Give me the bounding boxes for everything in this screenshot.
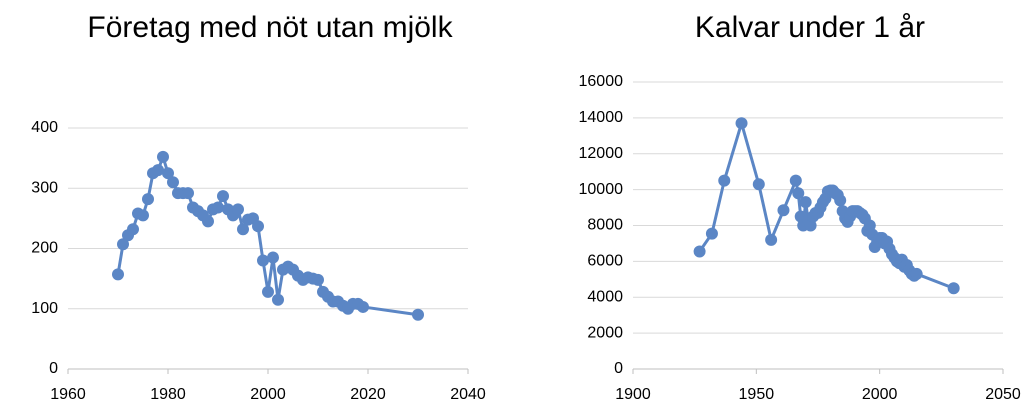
data-point [237, 223, 249, 236]
data-point [167, 176, 179, 189]
data-point [834, 194, 847, 207]
x-tick-label: 2020 [350, 386, 386, 403]
data-point [112, 268, 124, 281]
data-point [217, 190, 229, 203]
data-point [765, 233, 778, 246]
x-tick-label: 2040 [450, 386, 486, 403]
data-point [718, 174, 731, 187]
data-point [152, 164, 164, 177]
data-point [272, 293, 284, 306]
y-tick-label: 10000 [579, 181, 624, 198]
data-point [412, 308, 424, 321]
data-point [735, 117, 748, 130]
y-tick-label: 16000 [579, 73, 624, 90]
y-tick-label: 2000 [587, 324, 623, 341]
data-point [202, 215, 214, 228]
data-point [792, 187, 805, 200]
x-tick-label: 2000 [250, 386, 286, 403]
data-point [267, 251, 279, 264]
data-point [212, 201, 224, 214]
y-tick-label: 12000 [579, 145, 624, 162]
data-point [257, 254, 269, 267]
data-point [312, 273, 324, 286]
y-tick-label: 8000 [587, 217, 623, 234]
chart-title: Företag med nöt utan mjölk [87, 11, 453, 44]
data-point [910, 267, 923, 280]
data-point [142, 193, 154, 206]
data-point [752, 178, 765, 191]
data-point [693, 245, 706, 258]
data-point [789, 174, 802, 187]
y-tick-label: 100 [31, 300, 58, 317]
y-tick-label: 200 [31, 240, 58, 257]
y-tick-label: 300 [31, 179, 58, 196]
x-tick-label: 1950 [739, 386, 775, 403]
x-tick-label: 1980 [150, 386, 186, 403]
data-point [232, 203, 244, 216]
data-point [157, 150, 169, 163]
x-tick-label: 1960 [50, 386, 86, 403]
chart-title: Kalvar under 1 år [694, 11, 926, 44]
data-point [357, 300, 369, 313]
y-tick-label: 14000 [579, 109, 624, 126]
y-tick-label: 4000 [587, 288, 623, 305]
data-point [117, 238, 129, 251]
data-point [137, 209, 149, 222]
data-point [947, 282, 960, 295]
x-tick-label: 2050 [985, 386, 1021, 403]
y-tick-label: 6000 [587, 253, 623, 270]
data-point [705, 227, 718, 240]
x-tick-label: 1900 [615, 386, 651, 403]
x-tick-label: 2000 [862, 386, 898, 403]
data-point [162, 167, 174, 180]
y-tick-label: 0 [49, 360, 58, 377]
data-point [182, 187, 194, 200]
y-tick-label: 0 [614, 360, 623, 377]
data-point [777, 204, 790, 217]
data-point [127, 223, 139, 236]
data-point [799, 196, 812, 209]
data-point [252, 220, 264, 233]
data-point [262, 285, 274, 298]
y-tick-label: 400 [31, 119, 58, 136]
